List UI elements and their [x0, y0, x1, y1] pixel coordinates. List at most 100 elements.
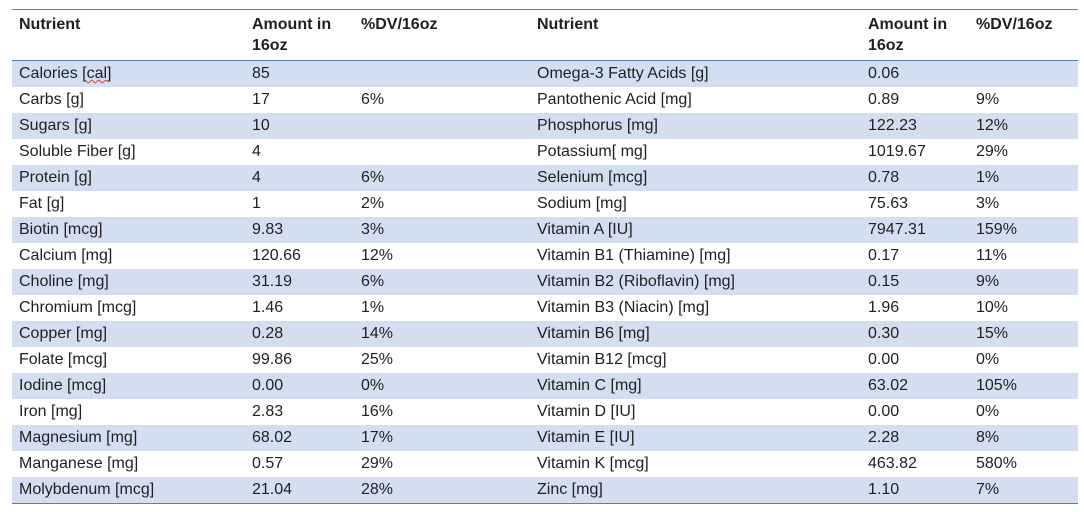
nutrient-name-cell: Magnesium [mg]: [12, 425, 245, 451]
daily-value-cell: 3%: [976, 195, 1000, 212]
nutrient-name-cell: Carbs [g]: [19, 91, 84, 108]
amount-cell: 0.89: [868, 91, 900, 108]
table-row: Protein [g] 4 6% Selenium [mcg] 0.78 1%: [12, 165, 1078, 191]
table-row: Biotin [mcg] 9.83 3% Vitamin A [IU] 7947.31 1…: [12, 217, 1078, 243]
daily-value-cell: 6%: [354, 165, 530, 191]
amount-cell: 0.00: [868, 351, 900, 368]
nutrient-name-cell: Vitamin B2 (Riboflavin) [mg]: [530, 269, 861, 295]
amount-cell: 68.02: [245, 425, 354, 451]
amount-cell: 463.82: [868, 455, 917, 472]
nutrient-name-cell: Fat [g]: [19, 195, 65, 212]
daily-value-cell: 8%: [969, 425, 1078, 451]
nutrient-name-cell: Protein [g]: [12, 165, 245, 191]
amount-cell: 9.83: [245, 217, 354, 243]
daily-value-cell: 10%: [976, 299, 1009, 316]
nutrient-name-cell: Sugars [g]: [12, 113, 245, 139]
daily-value-cell: 12%: [969, 113, 1078, 139]
daily-value-cell: [969, 60, 1078, 87]
amount-cell: 1.10: [861, 477, 969, 504]
header-nutrient-left: Nutrient: [19, 16, 81, 33]
amount-cell: 0.17: [868, 247, 900, 264]
table-row: Sugars [g] 10 Phosphorus [mg] 122.23 12%: [12, 113, 1078, 139]
daily-value-cell: 29%: [976, 143, 1009, 160]
daily-value-cell: 11%: [976, 247, 1007, 264]
nutrient-name-cell: Omega-3 Fatty Acids [g]: [530, 60, 861, 87]
daily-value-cell: 9%: [969, 269, 1078, 295]
daily-value-cell: 29%: [361, 455, 394, 472]
amount-cell: 1: [252, 195, 261, 212]
nutrient-name-cell: Folate [mcg]: [19, 351, 108, 368]
amount-cell: 75.63: [868, 195, 909, 212]
nutrient-name-cell: Biotin [mcg]: [12, 217, 245, 243]
table-row: Molybdenum [mcg] 21.04 28% Zinc [mg] 1.10 7%: [12, 477, 1078, 504]
table-row: Choline [mg] 31.19 6% Vitamin B2 (Riboflavi…: [12, 269, 1078, 295]
nutrient-name-cell: Selenium [mcg]: [530, 165, 861, 191]
nutrient-name-cell: Pantothenic Acid [mg]: [537, 91, 692, 108]
nutrient-name-cell: Soluble Fiber [g]: [19, 143, 136, 160]
amount-cell: 0.06: [861, 60, 969, 87]
daily-value-cell: [354, 60, 530, 87]
table-row: Iodine [mcg] 0.00 0% Vitamin C [mg] 63.02 105…: [12, 373, 1078, 399]
daily-value-cell: 28%: [354, 477, 530, 504]
amount-cell: 0.57: [252, 455, 284, 472]
nutrient-name-cell: Chromium [mcg]: [19, 299, 137, 316]
amount-cell: 0.30: [861, 321, 969, 347]
daily-value-cell: 105%: [969, 373, 1078, 399]
nutrient-name-cell: Vitamin C [mg]: [530, 373, 861, 399]
amount-cell: 0.00: [868, 403, 900, 420]
amount-cell: 10: [245, 113, 354, 139]
header-dv-left: %DV/16oz: [361, 16, 438, 33]
table-row: Calories [cal] 85 Omega-3 Fatty Acids [g] 0…: [12, 60, 1078, 87]
nutrient-name-text: Calories [: [19, 65, 87, 82]
table-row: Copper [mg] 0.28 14% Vitamin B6 [mg] 0.30 15%: [12, 321, 1078, 347]
nutrient-name-cell: Vitamin B1 (Thiamine) [mg]: [537, 247, 731, 264]
table-body: Calories [cal] 85 Omega-3 Fatty Acids [g] 0…: [12, 60, 1078, 504]
header-row: Nutrient Amount in 16oz %DV/16oz Nutrien…: [12, 9, 1078, 61]
daily-value-cell: 16%: [361, 403, 394, 420]
header-nutrient-right: Nutrient: [537, 16, 599, 33]
amount-cell: 31.19: [245, 269, 354, 295]
amount-cell: 2.28: [861, 425, 969, 451]
nutrient-name-cell: Calories [cal]: [12, 60, 245, 87]
nutrient-name-cell: Copper [mg]: [12, 321, 245, 347]
amount-cell: 4: [252, 143, 261, 160]
nutrient-name-cell: Sodium [mg]: [537, 195, 627, 212]
nutrient-name-cell: Vitamin B12 [mcg]: [537, 351, 667, 368]
amount-cell: 0.15: [861, 269, 969, 295]
daily-value-cell: 14%: [354, 321, 530, 347]
nutrient-name-cell: Vitamin D [IU]: [537, 403, 636, 420]
table-row: Soluble Fiber [g] 4 Potassium[ mg] 1019.67 2…: [12, 139, 1078, 165]
nutrient-name-cell: Vitamin B6 [mg]: [530, 321, 861, 347]
amount-cell: 0.78: [861, 165, 969, 191]
amount-cell: 120.66: [252, 247, 301, 264]
daily-value-cell: 1%: [361, 299, 385, 316]
daily-value-cell: 0%: [354, 373, 530, 399]
amount-cell: 99.86: [252, 351, 293, 368]
table-row: Folate [mcg] 99.86 25% Vitamin B12 [mcg] 0.0…: [12, 347, 1078, 373]
amount-cell: 0.28: [245, 321, 354, 347]
nutrient-name-cell: Vitamin K [mcg]: [537, 455, 649, 472]
nutrient-name-cell: Phosphorus [mg]: [530, 113, 861, 139]
nutrient-name-cell: Iodine [mcg]: [12, 373, 245, 399]
table-row: Chromium [mcg] 1.46 1% Vitamin B3 (Niacin) …: [12, 295, 1078, 321]
header-dv-right: %DV/16oz: [976, 16, 1053, 33]
table-row: Calcium [mg] 120.66 12% Vitamin B1 (Thiamin…: [12, 243, 1078, 269]
amount-cell: 85: [245, 60, 354, 87]
table-row: Iron [mg] 2.83 16% Vitamin D [IU] 0.00 0%: [12, 399, 1078, 425]
header-amount-left: Amount in 16oz: [252, 16, 332, 54]
nutrient-name-cell: Manganese [mg]: [19, 455, 139, 472]
daily-value-cell: 17%: [354, 425, 530, 451]
header-amount-right: Amount in 16oz: [868, 16, 948, 54]
amount-cell: 63.02: [861, 373, 969, 399]
nutrient-name-cell: Choline [mg]: [12, 269, 245, 295]
nutrient-table: Nutrient Amount in 16oz %DV/16oz Nutrien…: [12, 9, 1078, 504]
nutrient-name-cell: Vitamin E [IU]: [530, 425, 861, 451]
daily-value-cell: 25%: [361, 351, 394, 368]
nutrient-name-cell: Vitamin A [IU]: [530, 217, 861, 243]
nutrient-name-cell: Iron [mg]: [19, 403, 83, 420]
amount-cell: 7947.31: [861, 217, 969, 243]
daily-value-cell: 9%: [976, 91, 1000, 108]
daily-value-cell: 0%: [976, 351, 1000, 368]
daily-value-cell: 7%: [969, 477, 1078, 504]
